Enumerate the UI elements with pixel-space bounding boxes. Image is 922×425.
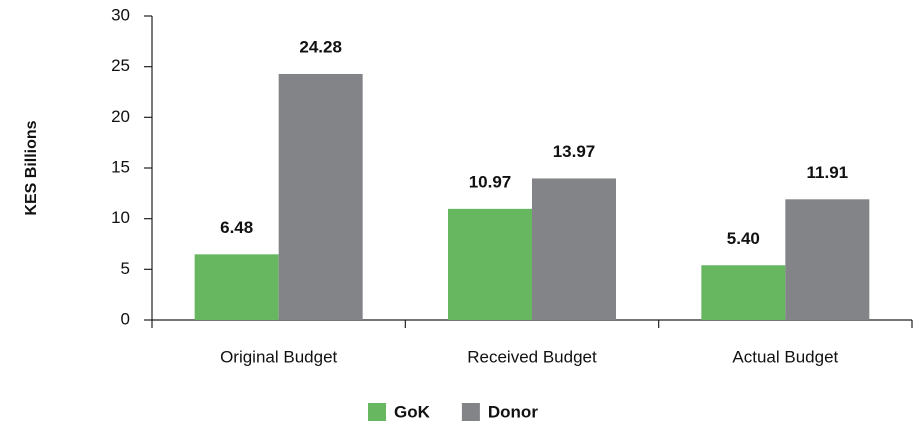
value-label: 6.48 — [220, 218, 253, 237]
value-label: 24.28 — [299, 37, 342, 56]
y-tick-label: 25 — [111, 56, 130, 75]
y-tick-label: 15 — [111, 157, 130, 176]
legend-label: GoK — [394, 402, 431, 421]
legend-label: Donor — [488, 402, 538, 421]
legend-swatch — [368, 403, 386, 421]
value-label: 13.97 — [553, 142, 596, 161]
bar — [278, 73, 363, 320]
x-tick-label: Actual Budget — [732, 347, 838, 366]
x-tick-label: Received Budget — [467, 347, 597, 366]
legend-swatch — [461, 403, 480, 421]
value-label: 10.97 — [469, 172, 512, 191]
y-axis-label: KES Billions — [23, 120, 40, 215]
bar — [532, 178, 616, 320]
value-label: 5.40 — [727, 229, 760, 248]
y-tick-label: 0 — [121, 309, 130, 328]
bar — [785, 199, 870, 320]
y-tick-label: 5 — [121, 259, 130, 278]
bar — [701, 265, 786, 320]
bar — [448, 208, 532, 320]
x-tick-label: Original Budget — [220, 347, 337, 366]
value-label: 11.91 — [807, 163, 849, 182]
y-tick-label: 30 — [111, 5, 130, 24]
y-tick-label: 20 — [111, 107, 130, 126]
y-tick-label: 10 — [111, 208, 130, 227]
bar — [194, 254, 279, 320]
